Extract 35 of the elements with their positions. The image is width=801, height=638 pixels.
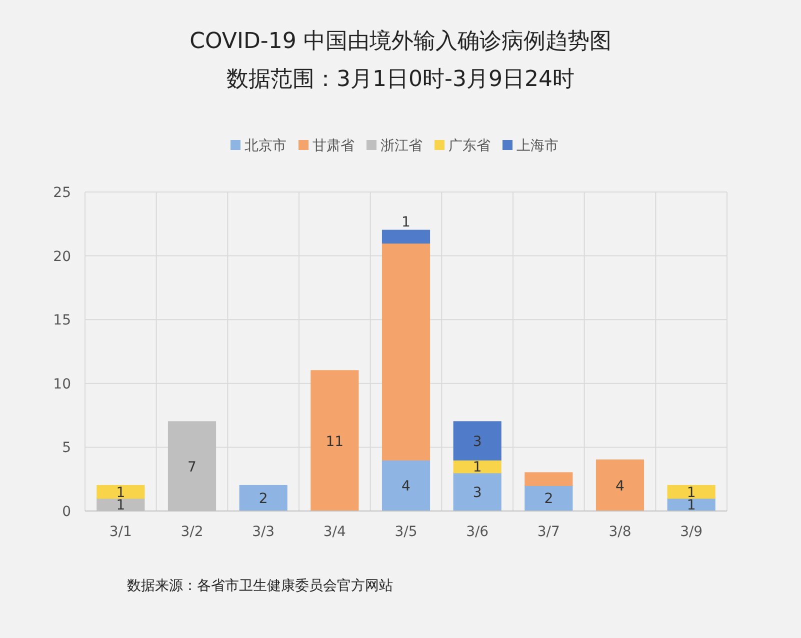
legend-label: 浙江省	[380, 138, 422, 154]
y-tick-label: 25	[53, 185, 71, 201]
y-tick-label: 20	[53, 248, 71, 265]
legend-label: 甘肃省	[312, 138, 354, 154]
chart-title: COVID-19 中国由境外输入确诊病例趋势图	[190, 29, 612, 54]
data-label: 4	[402, 478, 411, 494]
source-note: 数据来源：各省市卫生健康委员会官方网站	[127, 578, 393, 594]
chart-subtitle: 数据范围：3月1日0时-3月9日24时	[226, 67, 574, 92]
x-tick-label: 3/9	[680, 524, 703, 540]
data-label: 3	[472, 484, 482, 501]
x-tick-label: 3/7	[537, 524, 560, 540]
legend-label: 广东省	[448, 138, 490, 154]
x-tick-label: 3/2	[180, 524, 204, 540]
data-label: 2	[544, 491, 554, 508]
data-label: 3	[472, 434, 482, 450]
y-tick-label: 5	[62, 440, 71, 456]
data-label: 1	[402, 214, 410, 230]
x-tick-label: 3/4	[323, 524, 346, 540]
y-tick-label: 15	[53, 312, 71, 329]
legend-label: 上海市	[516, 138, 558, 154]
data-label: 11	[326, 434, 344, 450]
data-label: 7	[188, 459, 196, 476]
data-label: 1	[116, 498, 126, 514]
legend-label: 北京市	[244, 138, 286, 154]
data-label: 1	[472, 459, 482, 476]
data-label: 2	[258, 491, 268, 508]
data-label: 4	[616, 478, 625, 494]
x-tick-label: 3/5	[394, 524, 418, 540]
y-tick-label: 10	[53, 376, 71, 392]
data-label: 1	[686, 498, 696, 514]
x-tick-label: 3/6	[466, 524, 489, 540]
x-tick-label: 3/1	[109, 524, 132, 540]
x-tick-label: 3/8	[608, 524, 632, 540]
y-tick-label: 0	[62, 504, 71, 520]
x-tick-label: 3/3	[252, 524, 275, 540]
